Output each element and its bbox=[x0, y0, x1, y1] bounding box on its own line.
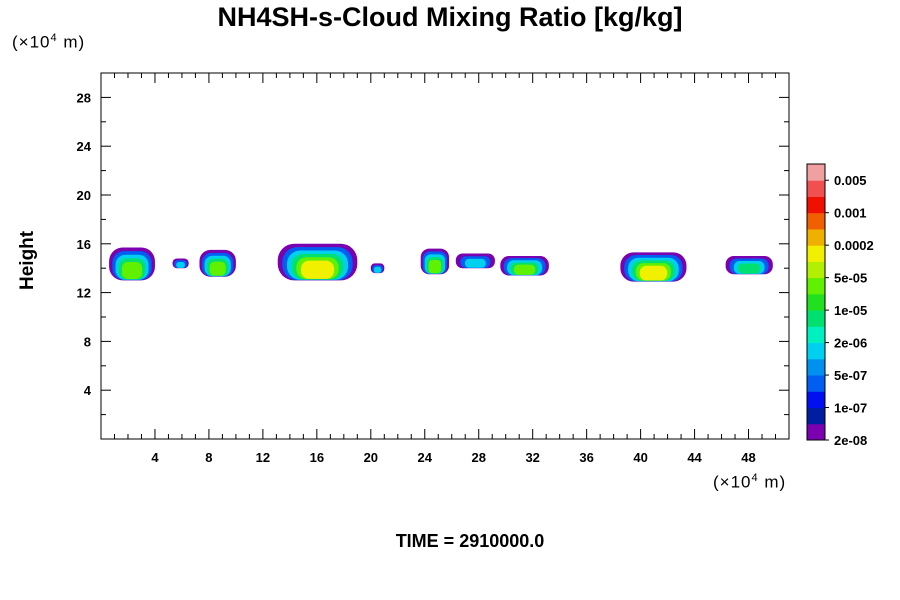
colorbar-swatch bbox=[807, 310, 825, 327]
colorbar-swatch bbox=[807, 261, 825, 279]
colorbar-label: 1e-07 bbox=[834, 401, 867, 416]
colorbar-swatch bbox=[807, 277, 825, 295]
x-tick-label: 28 bbox=[471, 450, 485, 465]
colorbar-label: 0.005 bbox=[834, 173, 867, 188]
cloud-layer bbox=[428, 259, 442, 274]
y-tick-label: 28 bbox=[77, 90, 91, 105]
colorbar-swatch bbox=[807, 326, 825, 344]
x-tick-label: 16 bbox=[310, 450, 324, 465]
cloud bbox=[199, 249, 236, 277]
cloud-layer bbox=[176, 262, 185, 268]
time-label: TIME = 2910000.0 bbox=[395, 531, 545, 551]
colorbar-swatch bbox=[807, 164, 825, 181]
colorbar-swatch bbox=[807, 180, 825, 197]
x-tick-label: 24 bbox=[418, 450, 433, 465]
cloud bbox=[277, 243, 358, 281]
x-axis-unit: (×104 m) bbox=[713, 472, 787, 492]
colorbar-swatch bbox=[807, 212, 825, 230]
x-tick-label: 32 bbox=[525, 450, 539, 465]
x-tick-label: 4 bbox=[151, 450, 159, 465]
x-tick-label: 36 bbox=[579, 450, 593, 465]
colorbar-label: 0.001 bbox=[834, 206, 867, 221]
y-axis-unit: (×104 m) bbox=[12, 32, 86, 52]
cloud bbox=[109, 247, 155, 281]
plot-frame bbox=[100, 72, 790, 440]
cloud-layer bbox=[737, 263, 761, 274]
x-tick-label: 8 bbox=[205, 450, 212, 465]
cloud-field bbox=[109, 243, 773, 282]
y-tick-label: 4 bbox=[84, 383, 92, 398]
colorbar-swatch bbox=[807, 358, 825, 376]
colorbar-label: 1e-05 bbox=[834, 303, 867, 318]
colorbar-swatch bbox=[807, 391, 825, 409]
colorbar-frame bbox=[806, 163, 826, 441]
colorbar-swatch bbox=[807, 342, 825, 360]
cloud bbox=[725, 256, 773, 275]
colorbar-label: 5e-07 bbox=[834, 368, 867, 383]
cloud-layer bbox=[639, 265, 668, 281]
cloud-layer bbox=[513, 264, 536, 275]
colorbar-label: 0.0002 bbox=[834, 238, 874, 253]
cloud bbox=[370, 263, 385, 274]
cloud bbox=[172, 258, 189, 269]
chart-title: NH4SH-s-Cloud Mixing Ratio [kg/kg] bbox=[217, 2, 683, 32]
cloud bbox=[455, 253, 495, 269]
cloud-layer bbox=[464, 258, 486, 268]
colorbar-label: 2e-06 bbox=[834, 336, 867, 351]
colorbar-swatch bbox=[807, 423, 825, 441]
cloud bbox=[500, 256, 549, 276]
colorbar-swatch bbox=[807, 293, 825, 311]
x-tick-label: 12 bbox=[256, 450, 270, 465]
cloud bbox=[420, 248, 450, 275]
colorbar-swatch bbox=[807, 375, 825, 392]
colorbar-swatch bbox=[807, 407, 825, 425]
colorbar-swatch bbox=[807, 228, 825, 246]
cloud-layer bbox=[121, 261, 143, 280]
x-tick-label: 20 bbox=[364, 450, 378, 465]
colorbar-swatch bbox=[807, 245, 825, 262]
cloud-layer bbox=[300, 260, 335, 279]
y-tick-label: 8 bbox=[84, 334, 91, 349]
x-tick-label: 44 bbox=[687, 450, 702, 465]
colorbar-swatch bbox=[807, 196, 825, 214]
x-tick-label: 40 bbox=[633, 450, 647, 465]
x-tick-label: 48 bbox=[741, 450, 755, 465]
y-tick-label: 16 bbox=[77, 237, 91, 252]
colorbar-label: 5e-05 bbox=[834, 271, 867, 286]
cloud-layer bbox=[373, 266, 382, 273]
cloud bbox=[620, 252, 687, 282]
y-tick-label: 24 bbox=[77, 139, 92, 154]
colorbar: 0.005 0.001 0.0002 5e-05 1e-05 2e-06 5e-07 1e-0… bbox=[806, 163, 874, 448]
y-tick-label: 12 bbox=[77, 286, 91, 301]
y-tick-label: 20 bbox=[77, 188, 91, 203]
colorbar-label: 2e-08 bbox=[834, 433, 867, 448]
cloud-layer bbox=[209, 261, 226, 276]
